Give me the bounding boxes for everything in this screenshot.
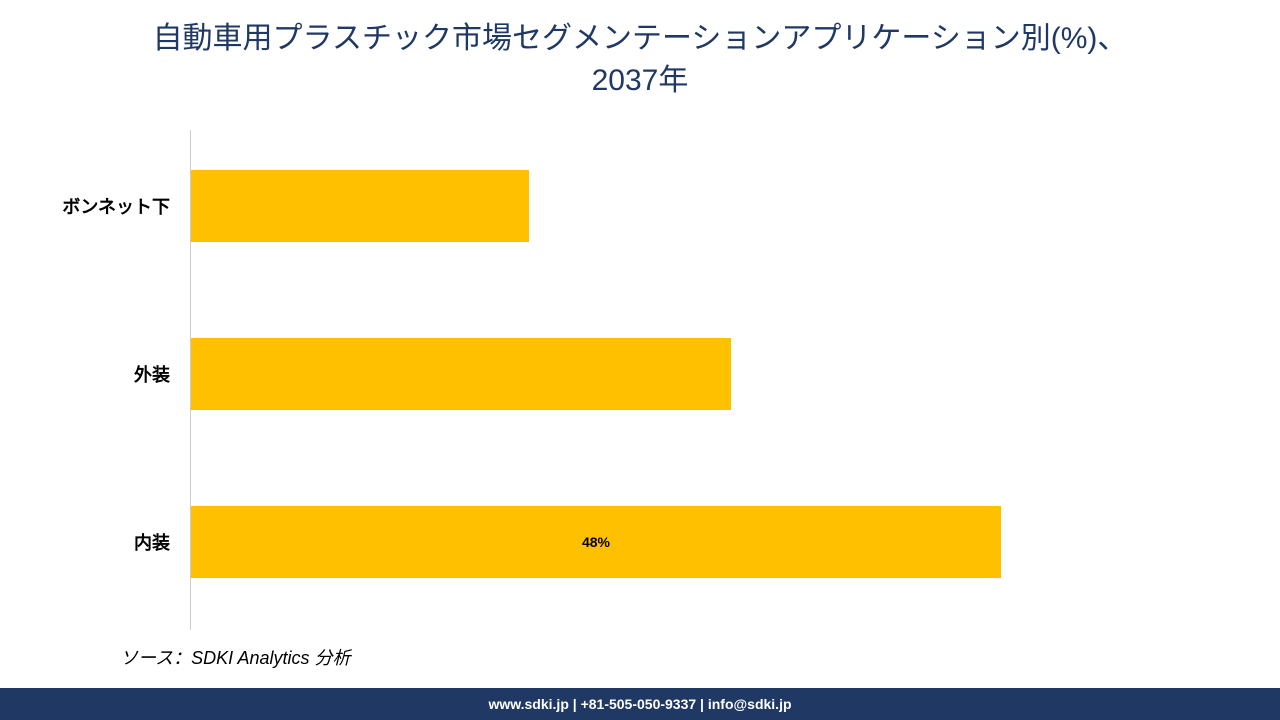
bar — [191, 170, 529, 242]
footer-bar: www.sdki.jp | +81-505-050-9337 | info@sd… — [0, 688, 1280, 720]
title-line2: 2037年 — [0, 60, 1280, 102]
chart-title: 自動車用プラスチック市場セグメンテーションアプリケーション別(%)、 2037年 — [0, 0, 1280, 102]
category-label: ボンネット下 — [0, 193, 170, 219]
bar-row: ボンネット下 — [190, 170, 1210, 242]
bar-row: 内装48% — [190, 506, 1210, 578]
chart-plot-area: ボンネット下外装内装48% — [190, 130, 1210, 630]
source-attribution: ソース：SDKI Analytics 分析 — [120, 644, 350, 670]
category-label: 内装 — [0, 529, 170, 555]
bar — [191, 338, 731, 410]
category-label: 外装 — [0, 361, 170, 387]
bar-row: 外装 — [190, 338, 1210, 410]
bar: 48% — [191, 506, 1001, 578]
bar-data-label: 48% — [582, 534, 610, 550]
title-line1: 自動車用プラスチック市場セグメンテーションアプリケーション別(%)、 — [0, 18, 1280, 60]
